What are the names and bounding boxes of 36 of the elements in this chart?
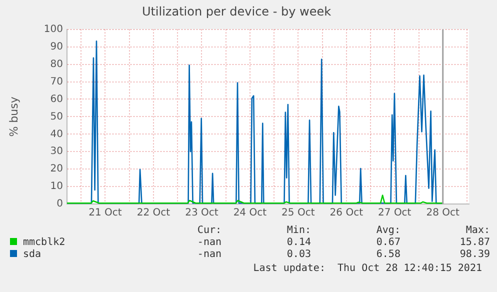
x-tick-label: 22 Oct	[136, 208, 170, 219]
x-tick-label: 23 Oct	[185, 208, 218, 219]
text: 15.87	[458, 236, 490, 248]
chart-title: Utilization per device - by week	[142, 4, 332, 18]
text: Cur:	[196, 224, 222, 236]
text: Last update: Thu Oct 28 12:40:15 2021	[253, 263, 482, 274]
x-tick-label: 24 Oct	[233, 208, 267, 219]
x-tick-label: 28 Oct	[426, 208, 460, 219]
text: Min:	[286, 224, 311, 236]
y-tick-label: 100	[44, 24, 63, 35]
x-tick-label: 27 Oct	[378, 208, 412, 219]
y-tick-label: 90	[50, 41, 63, 52]
text: 6.58	[375, 248, 400, 260]
text: Avg:	[375, 224, 400, 236]
text: -nan	[196, 248, 222, 260]
x-tick-label: 26 Oct	[330, 208, 364, 219]
text: 98.39	[458, 248, 490, 260]
legend-label: mmcblk2	[22, 236, 66, 248]
text: -nan	[196, 236, 222, 248]
legend-label: sda	[22, 248, 42, 260]
y-tick-label: 20	[50, 164, 63, 175]
y-tick-label: 80	[50, 58, 63, 70]
y-axis-title: % busy	[7, 96, 20, 137]
text: 0.14	[286, 236, 311, 248]
x-tick-label: 21 Oct	[88, 208, 122, 219]
y-tick-label: 0	[56, 198, 63, 210]
y-tick-label: 10	[50, 181, 63, 192]
text: 0.67	[375, 236, 400, 248]
y-tick-label: 60	[50, 94, 63, 105]
y-tick-label: 70	[50, 76, 63, 88]
text: Max:	[464, 224, 490, 236]
text: 0.03	[286, 248, 311, 260]
y-tick-label: 30	[50, 146, 63, 158]
y-tick-label: 50	[50, 111, 63, 122]
y-tick-label: 40	[50, 128, 63, 140]
x-tick-label: 25 Oct	[282, 208, 315, 219]
